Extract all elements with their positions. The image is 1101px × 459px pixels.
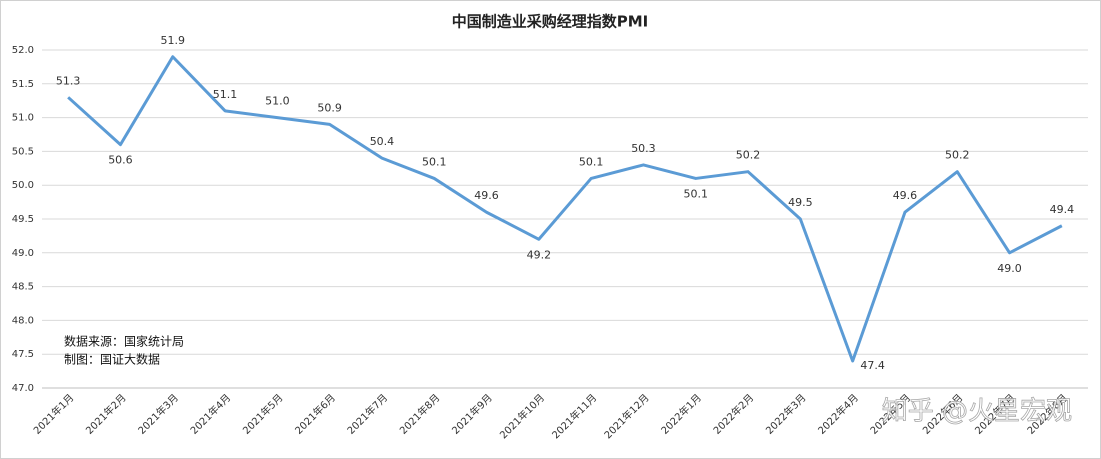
data-label: 49.2 bbox=[527, 248, 552, 261]
data-label: 50.6 bbox=[108, 154, 133, 167]
data-label: 50.1 bbox=[684, 187, 709, 200]
data-label: 49.6 bbox=[893, 189, 918, 202]
data-label: 50.1 bbox=[579, 155, 604, 168]
data-label: 51.0 bbox=[265, 95, 290, 108]
watermark: 知乎 @火星宏观 bbox=[882, 397, 1072, 427]
data-label: 47.4 bbox=[860, 359, 885, 372]
y-tick-label: 48.0 bbox=[12, 315, 34, 326]
y-tick-label: 47.0 bbox=[12, 383, 34, 394]
annotation: 制图：国证大数据 bbox=[64, 352, 160, 367]
data-label: 51.1 bbox=[213, 88, 238, 101]
y-tick-label: 49.5 bbox=[12, 214, 34, 225]
data-label: 50.4 bbox=[370, 135, 395, 148]
data-label: 50.3 bbox=[631, 142, 656, 155]
y-tick-label: 51.5 bbox=[12, 79, 34, 90]
data-label: 49.6 bbox=[474, 189, 499, 202]
y-tick-label: 50.5 bbox=[12, 146, 34, 157]
data-label: 50.9 bbox=[317, 101, 342, 114]
data-label: 50.1 bbox=[422, 155, 447, 168]
chart-title: 中国制造业采购经理指数PMI bbox=[452, 13, 649, 31]
y-tick-label: 50.0 bbox=[12, 180, 34, 191]
data-label: 49.0 bbox=[997, 262, 1022, 275]
y-tick-label: 47.5 bbox=[12, 349, 34, 360]
line-series bbox=[67, 55, 1063, 363]
data-label: 51.3 bbox=[56, 74, 81, 87]
data-label: 50.2 bbox=[736, 149, 761, 162]
y-tick-label: 52.0 bbox=[12, 45, 34, 56]
y-tick-label: 51.0 bbox=[12, 113, 34, 124]
data-label: 49.5 bbox=[788, 196, 813, 209]
y-tick-label: 49.0 bbox=[12, 248, 34, 259]
data-label: 50.2 bbox=[945, 149, 970, 162]
y-tick-label: 48.5 bbox=[12, 282, 34, 293]
data-label: 51.9 bbox=[161, 34, 186, 47]
data-label: 49.4 bbox=[1050, 203, 1075, 216]
annotation: 数据来源：国家统计局 bbox=[64, 334, 184, 349]
